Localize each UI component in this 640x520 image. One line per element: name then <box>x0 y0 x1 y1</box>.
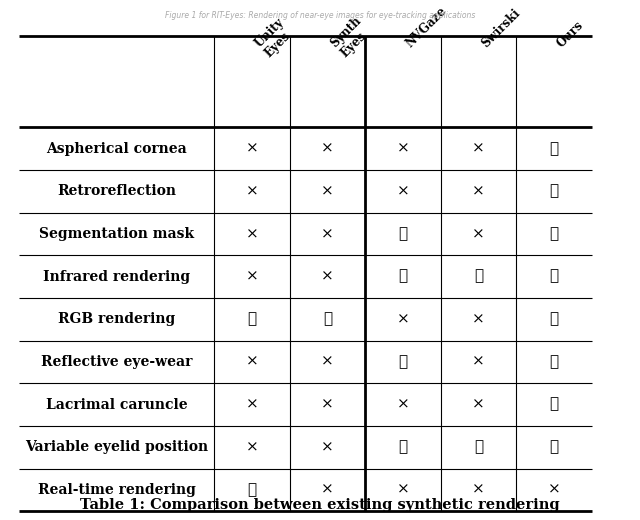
Text: Swirski: Swirski <box>479 6 522 50</box>
Text: ×: × <box>246 355 259 369</box>
Text: ✓: ✓ <box>399 440 408 454</box>
Text: ×: × <box>472 398 485 411</box>
Text: ×: × <box>548 483 561 497</box>
Text: ×: × <box>321 270 334 283</box>
Text: ×: × <box>397 142 410 155</box>
Text: ✓: ✓ <box>550 355 559 369</box>
Text: ✓: ✓ <box>399 355 408 369</box>
Text: Aspherical cornea: Aspherical cornea <box>47 142 187 155</box>
Text: Retroreflection: Retroreflection <box>58 185 176 198</box>
Text: ×: × <box>397 398 410 411</box>
Text: ✓: ✓ <box>550 185 559 198</box>
Text: ✓: ✓ <box>550 398 559 411</box>
Text: ×: × <box>246 440 259 454</box>
Text: ×: × <box>246 227 259 241</box>
Text: ✓: ✓ <box>248 483 257 497</box>
Text: ✓: ✓ <box>399 227 408 241</box>
Text: ×: × <box>397 185 410 198</box>
Text: ×: × <box>472 313 485 326</box>
Text: ×: × <box>472 142 485 155</box>
Text: Reflective eye-wear: Reflective eye-wear <box>41 355 193 369</box>
Text: ×: × <box>246 142 259 155</box>
Text: Segmentation mask: Segmentation mask <box>39 227 195 241</box>
Text: Lacrimal caruncle: Lacrimal caruncle <box>46 398 188 411</box>
Text: ×: × <box>321 398 334 411</box>
Text: ×: × <box>472 185 485 198</box>
Text: NVGaze: NVGaze <box>403 4 449 50</box>
Text: ×: × <box>397 313 410 326</box>
Text: ×: × <box>472 355 485 369</box>
Text: ✓: ✓ <box>550 313 559 326</box>
Text: ✓: ✓ <box>323 313 332 326</box>
Text: Synth
Eyes: Synth Eyes <box>328 14 374 60</box>
Text: ✓: ✓ <box>399 270 408 283</box>
Text: ×: × <box>246 185 259 198</box>
Text: ×: × <box>321 227 334 241</box>
Text: ✓: ✓ <box>550 440 559 454</box>
Text: ×: × <box>472 483 485 497</box>
Text: ✓: ✓ <box>474 440 483 454</box>
Text: ✓: ✓ <box>474 270 483 283</box>
Text: ✓: ✓ <box>550 227 559 241</box>
Text: ✓: ✓ <box>550 270 559 283</box>
Text: ✓: ✓ <box>550 142 559 155</box>
Text: Variable eyelid position: Variable eyelid position <box>25 440 209 454</box>
Text: ×: × <box>321 185 334 198</box>
Text: Figure 1 for RIT-Eyes: Rendering of near-eye images for eye-tracking application: Figure 1 for RIT-Eyes: Rendering of near… <box>165 11 475 20</box>
Text: ×: × <box>321 142 334 155</box>
Text: ×: × <box>321 483 334 497</box>
Text: Real-time rendering: Real-time rendering <box>38 483 196 497</box>
Text: ×: × <box>472 227 485 241</box>
Text: Infrared rendering: Infrared rendering <box>44 270 190 283</box>
Text: ×: × <box>397 483 410 497</box>
Text: RGB rendering: RGB rendering <box>58 313 175 326</box>
Text: ×: × <box>246 398 259 411</box>
Text: ×: × <box>246 270 259 283</box>
Text: ✓: ✓ <box>248 313 257 326</box>
Text: ×: × <box>321 440 334 454</box>
Text: Unity
Eyes: Unity Eyes <box>252 16 297 60</box>
Text: Table 1: Comparison between existing synthetic rendering: Table 1: Comparison between existing syn… <box>80 498 560 512</box>
Text: Ours: Ours <box>554 18 586 50</box>
Text: ×: × <box>321 355 334 369</box>
